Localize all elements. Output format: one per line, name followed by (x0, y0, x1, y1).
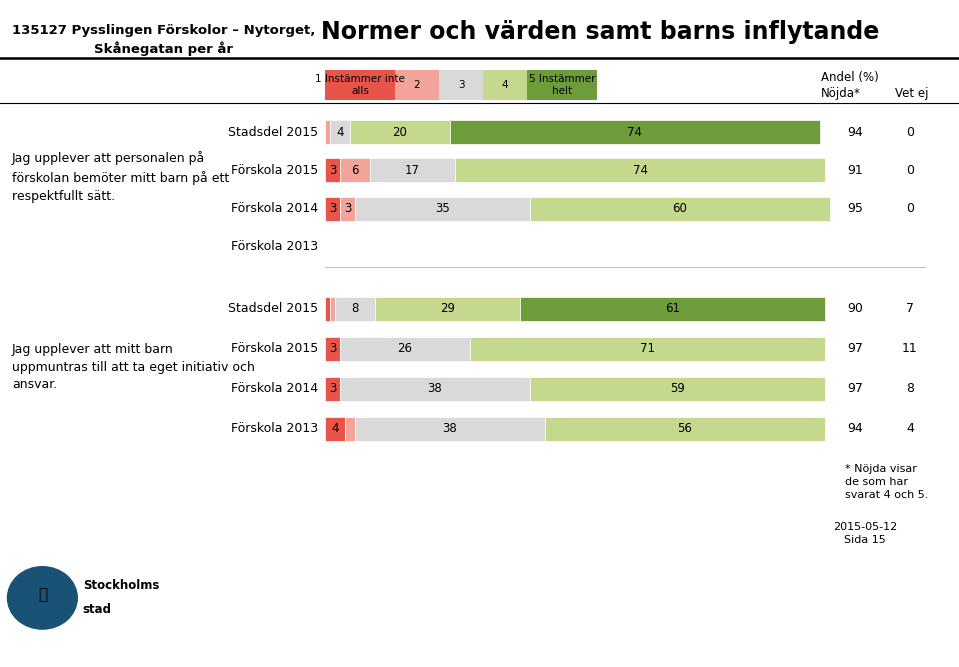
Bar (335, 297, 375, 321)
Circle shape (8, 567, 78, 629)
Text: 35: 35 (435, 203, 450, 215)
Text: 38: 38 (443, 422, 457, 436)
Bar (450, 120, 820, 144)
Text: 26: 26 (397, 342, 412, 356)
Text: 3: 3 (329, 203, 337, 215)
Bar (470, 337, 825, 361)
Text: 94: 94 (847, 125, 863, 139)
Bar (375, 297, 520, 321)
Text: Förskola 2015: Förskola 2015 (231, 342, 318, 356)
Text: 20: 20 (392, 125, 408, 139)
Bar (370, 158, 455, 182)
Text: Stockholms: Stockholms (82, 580, 159, 592)
Text: 11: 11 (902, 342, 918, 356)
Text: 38: 38 (428, 382, 442, 396)
Bar (340, 377, 530, 401)
Text: 74: 74 (627, 125, 643, 139)
Text: 8: 8 (906, 382, 914, 396)
Text: Förskola 2014: Förskola 2014 (231, 203, 318, 215)
Text: 8: 8 (351, 303, 359, 315)
Text: 3: 3 (344, 203, 351, 215)
Bar (545, 417, 825, 441)
Bar (345, 417, 355, 441)
Text: 4: 4 (906, 422, 914, 436)
Bar (350, 120, 450, 144)
Text: Förskola 2013: Förskola 2013 (231, 422, 318, 436)
Bar (325, 197, 340, 221)
Text: Vet ej: Vet ej (896, 87, 928, 101)
Text: 29: 29 (440, 303, 455, 315)
Text: 6: 6 (351, 163, 359, 177)
Bar (325, 120, 330, 144)
Text: 3: 3 (457, 80, 464, 90)
Bar (330, 120, 350, 144)
Text: Andel (%): Andel (%) (821, 71, 878, 83)
Text: 94: 94 (847, 422, 863, 436)
Bar (325, 337, 340, 361)
Text: Normer och värden samt barns inflytande: Normer och värden samt barns inflytande (321, 20, 879, 44)
Bar (325, 417, 345, 441)
Text: Stadsdel 2015: Stadsdel 2015 (228, 303, 318, 315)
Text: 0: 0 (906, 203, 914, 215)
Text: Jag upplever att personalen på
förskolan bemöter mitt barn på ett
respektfullt s: Jag upplever att personalen på förskolan… (12, 151, 229, 203)
Bar (325, 70, 395, 100)
Text: 1 Instämmer inte
alls: 1 Instämmer inte alls (316, 74, 405, 96)
Text: 95: 95 (847, 203, 863, 215)
Bar (325, 377, 340, 401)
Text: Nöjda*: Nöjda* (821, 87, 861, 101)
Bar (325, 297, 330, 321)
Text: 2: 2 (413, 80, 420, 90)
Text: 3: 3 (329, 163, 337, 177)
Text: 7: 7 (906, 303, 914, 315)
Text: Förskola 2013: Förskola 2013 (231, 241, 318, 253)
Text: Jag upplever att mitt barn
uppmuntras till att ta eget initiativ och
ansvar.: Jag upplever att mitt barn uppmuntras ti… (12, 342, 255, 392)
Bar (527, 70, 597, 100)
Text: Förskola 2014: Förskola 2014 (231, 382, 318, 396)
Text: 97: 97 (847, 342, 863, 356)
Text: 97: 97 (847, 382, 863, 396)
Text: 5 Instämmer
helt: 5 Instämmer helt (528, 74, 596, 96)
Text: 135127 Pysslingen Förskolor – Nytorget,
Skånegatan per år: 135127 Pysslingen Förskolor – Nytorget, … (12, 24, 316, 56)
Text: 59: 59 (670, 382, 685, 396)
Bar (530, 197, 830, 221)
Text: 61: 61 (665, 303, 680, 315)
Bar (340, 337, 470, 361)
Bar (340, 158, 370, 182)
Bar (355, 417, 545, 441)
Text: 4: 4 (502, 80, 508, 90)
Bar (439, 70, 483, 100)
Bar (340, 197, 355, 221)
Text: 17: 17 (405, 163, 420, 177)
Text: 2015-05-12
Sida 15: 2015-05-12 Sida 15 (832, 522, 897, 545)
Text: Förskola 2015: Förskola 2015 (231, 163, 318, 177)
Text: * Nöjda visar
de som har
svarat 4 och 5.: * Nöjda visar de som har svarat 4 och 5. (845, 464, 928, 500)
Bar (355, 197, 530, 221)
Bar (325, 158, 340, 182)
Bar (395, 70, 439, 100)
Text: 4: 4 (331, 422, 339, 436)
Text: 0: 0 (906, 125, 914, 139)
Text: 👑: 👑 (37, 587, 47, 602)
Bar (483, 70, 527, 100)
Text: 74: 74 (633, 163, 647, 177)
Text: stad: stad (82, 604, 111, 616)
Text: Stadsdel 2015: Stadsdel 2015 (228, 125, 318, 139)
Text: 56: 56 (678, 422, 692, 436)
Text: 4: 4 (337, 125, 343, 139)
Text: 3: 3 (329, 342, 337, 356)
Text: 60: 60 (672, 203, 688, 215)
Text: 90: 90 (847, 303, 863, 315)
Bar (330, 297, 335, 321)
Bar (530, 377, 825, 401)
Text: 91: 91 (847, 163, 863, 177)
Text: 3: 3 (329, 382, 337, 396)
Bar (455, 158, 825, 182)
Text: 0: 0 (906, 163, 914, 177)
Bar (520, 297, 825, 321)
Text: 71: 71 (640, 342, 655, 356)
